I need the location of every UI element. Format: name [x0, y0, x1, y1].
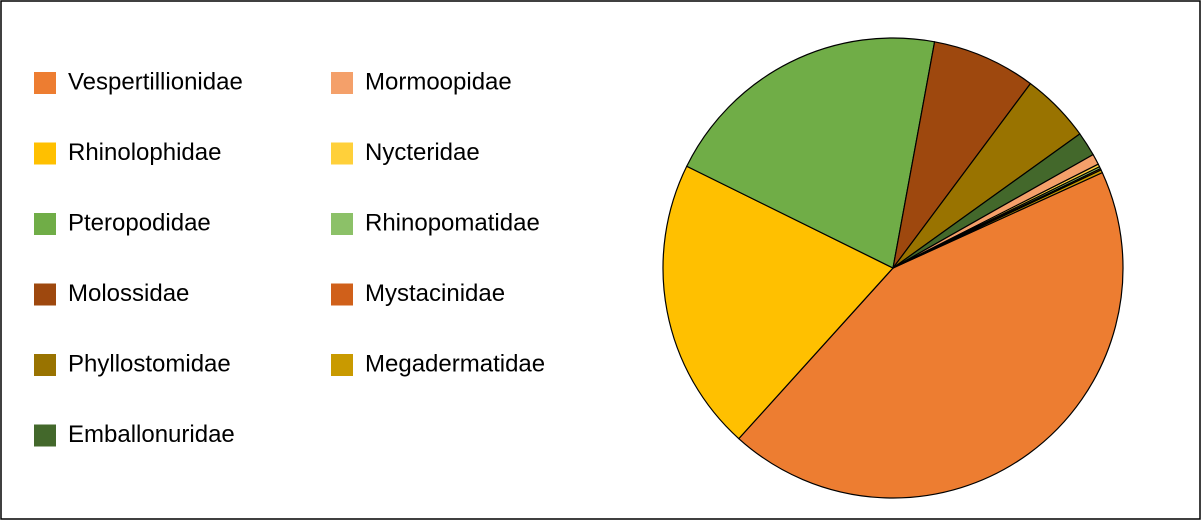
legend-label: Pteropodidae [68, 209, 211, 236]
pie-slice [686, 37, 936, 269]
legend-label: Phyllostomidae [68, 350, 231, 377]
legend-swatch [331, 72, 353, 94]
legend-label: Vespertillionidae [68, 68, 243, 95]
legend-swatch [331, 142, 353, 165]
legend-swatch [34, 213, 56, 235]
legend-label: Emballonuridae [68, 421, 235, 448]
legend-swatch [34, 283, 56, 306]
legend-label: Nycteridae [365, 139, 480, 166]
legend-swatch [331, 354, 353, 376]
legend-label: Rhinopomatidae [365, 209, 540, 236]
pie-slice [892, 41, 1032, 269]
legend-swatch [34, 72, 56, 94]
legend-swatch [34, 424, 56, 447]
legend-label: Molossidae [68, 280, 189, 307]
legend-swatch [331, 213, 353, 235]
legend-swatch [34, 142, 56, 165]
legend-swatch [331, 283, 353, 306]
legend-swatch [34, 354, 56, 376]
pie-slice [662, 165, 894, 440]
pie-slice [892, 169, 1103, 269]
pie-slice [738, 172, 1124, 499]
legend-label: Mystacinidae [365, 280, 505, 307]
legend-label: Mormoopidae [365, 68, 512, 95]
legend-label: Rhinolophidae [68, 139, 221, 166]
legend-label: Megadermatidae [365, 350, 545, 377]
